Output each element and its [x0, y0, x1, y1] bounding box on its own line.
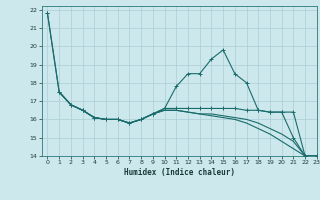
X-axis label: Humidex (Indice chaleur): Humidex (Indice chaleur) — [124, 168, 235, 177]
